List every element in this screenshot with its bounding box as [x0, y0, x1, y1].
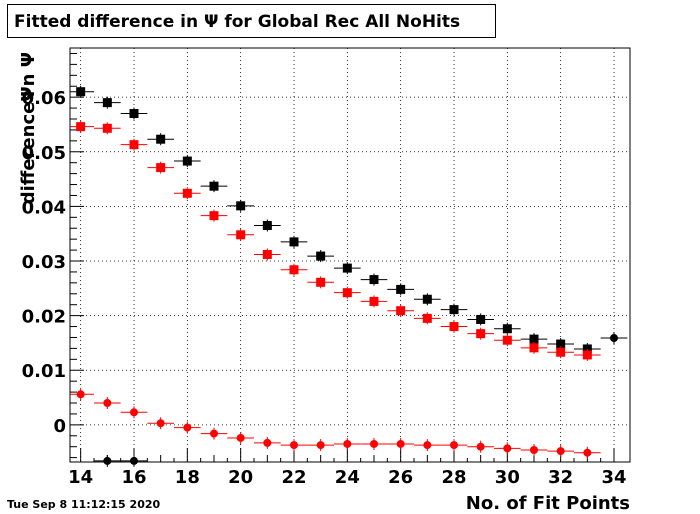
y-tick-label: 0.01: [22, 361, 66, 382]
data-point: [583, 448, 592, 457]
data-point: [209, 211, 219, 221]
data-point: [396, 439, 405, 448]
y-tick-label: 0.02: [22, 307, 66, 328]
data-point: [449, 305, 459, 315]
y-tick-label: 0: [53, 416, 66, 437]
data-point: [129, 140, 139, 150]
data-point: [343, 439, 352, 448]
x-tick-label: 22: [281, 467, 306, 488]
x-tick-label: 34: [601, 467, 626, 488]
x-tick-label: 28: [441, 467, 466, 488]
y-tick-label: 0.03: [22, 252, 66, 273]
data-point: [182, 156, 192, 166]
data-point: [502, 324, 512, 334]
x-tick-label: 16: [121, 467, 146, 488]
data-point: [156, 163, 166, 173]
data-point: [422, 294, 432, 304]
data-point: [476, 442, 485, 451]
chart-title: Fitted difference in Ψ for Global Rec Al…: [14, 12, 461, 32]
data-point: [290, 441, 298, 450]
data-point: [476, 329, 486, 339]
data-point: [76, 122, 86, 132]
data-points: [70, 85, 628, 467]
data-point: [369, 275, 379, 285]
data-point: [262, 221, 272, 231]
data-point: [182, 188, 192, 198]
data-point: [423, 441, 432, 450]
data-point: [530, 445, 538, 454]
data-point: [209, 181, 219, 191]
data-point: [236, 230, 246, 240]
data-point: [129, 109, 139, 119]
axes: 14 16 18 20 22 24 26 28 30 32 34 0 0.01 0.02 0.03 0.04 0…: [22, 52, 627, 488]
data-point: [450, 441, 458, 450]
x-tick-label: 20: [228, 467, 253, 488]
data-point: [396, 284, 406, 294]
y-tick-label: 0.05: [22, 143, 66, 164]
x-tick-label: 18: [175, 467, 200, 488]
data-point: [262, 249, 272, 259]
data-point: [502, 335, 512, 345]
data-point: [102, 98, 112, 108]
data-point: [156, 134, 166, 144]
grid: [70, 48, 630, 462]
data-point: [130, 408, 138, 417]
data-point: [263, 438, 272, 447]
y-axis-label: differenceΨn Ψ: [18, 52, 39, 204]
data-point: [342, 263, 352, 273]
x-tick-label: 14: [68, 467, 93, 488]
data-point: [476, 314, 486, 324]
x-axis-label: No. of Fit Points: [466, 493, 630, 514]
data-point: [503, 444, 512, 453]
data-point: [130, 456, 138, 465]
data-point: [76, 390, 85, 399]
title-box: Fitted difference in Ψ for Global Rec Al…: [7, 4, 496, 38]
y-tick-label: 0.04: [22, 197, 66, 218]
data-point: [582, 344, 592, 354]
data-point: [156, 419, 165, 428]
plot-frame: [69, 47, 631, 463]
data-point: [236, 201, 246, 211]
data-point: [102, 123, 112, 133]
data-point: [529, 334, 539, 344]
data-point: [422, 313, 432, 323]
data-point: [289, 265, 299, 275]
x-tick-label: 32: [548, 467, 573, 488]
data-point: [556, 339, 566, 349]
data-point: [369, 296, 379, 306]
x-tick-label: 26: [388, 467, 413, 488]
data-point: [529, 343, 539, 353]
data-point: [210, 429, 218, 438]
datestamp: Tue Sep 8 11:12:15 2020: [7, 498, 161, 511]
data-point: [610, 334, 618, 343]
data-point: [582, 350, 592, 360]
y-tick-label: 0.06: [22, 88, 66, 109]
data-point: [396, 306, 406, 316]
data-point: [236, 433, 245, 442]
data-point: [316, 441, 325, 450]
data-point: [370, 439, 378, 448]
data-point: [316, 251, 326, 261]
data-point: [76, 87, 86, 97]
data-point: [289, 237, 299, 247]
data-point: [183, 423, 192, 432]
data-point: [449, 322, 459, 332]
data-point: [342, 288, 352, 298]
data-point: [103, 456, 112, 465]
data-point: [556, 347, 566, 357]
plot-border: [69, 47, 631, 463]
data-point: [556, 447, 565, 456]
x-tick-label: 24: [335, 467, 360, 488]
x-tick-label: 30: [495, 467, 520, 488]
data-point: [103, 399, 112, 408]
data-point: [316, 277, 326, 287]
